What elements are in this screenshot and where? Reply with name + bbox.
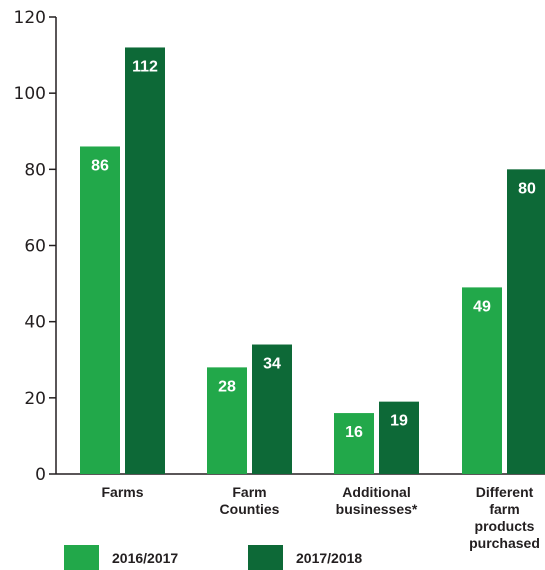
category-label: Farms <box>101 484 143 500</box>
y-tick-label: 100 <box>14 84 46 104</box>
bar-series-1 <box>207 367 247 474</box>
category-label: Different <box>476 484 534 500</box>
y-tick-label: 40 <box>24 313 46 333</box>
y-tick-label: 20 <box>24 389 46 409</box>
bar-series-1 <box>462 287 502 474</box>
category-label: products <box>475 518 535 534</box>
bar-series-2 <box>252 344 292 474</box>
bar-value-label: 49 <box>473 298 491 315</box>
category-label: farm <box>489 501 519 517</box>
y-tick-label: 60 <box>24 237 46 257</box>
bar-value-label: 86 <box>91 157 109 174</box>
category-label: purchased <box>469 535 540 551</box>
legend-label: 2017/2018 <box>296 550 362 566</box>
bar-series-2 <box>125 47 165 474</box>
category-label: Counties <box>220 501 280 517</box>
category-label: Additional <box>342 484 410 500</box>
bar-value-label: 80 <box>518 180 536 197</box>
category-label: Farm <box>232 484 266 500</box>
y-tick-label: 0 <box>35 465 46 485</box>
bar-value-label: 112 <box>132 58 158 75</box>
bar-series-1 <box>80 146 120 474</box>
legend-swatch <box>248 545 283 570</box>
bar-series-2 <box>507 169 545 475</box>
y-tick-label: 80 <box>24 160 46 180</box>
bar-value-label: 34 <box>263 356 281 373</box>
y-tick-label: 120 <box>14 8 46 28</box>
bar-value-label: 19 <box>390 413 408 430</box>
category-label: businesses* <box>336 501 418 517</box>
bar-series-2 <box>379 401 419 474</box>
bar-series-1 <box>334 413 374 474</box>
legend-label: 2016/2017 <box>112 550 178 566</box>
bar-value-label: 28 <box>218 378 236 395</box>
legend-swatch <box>64 545 99 570</box>
bar-value-label: 16 <box>345 424 363 441</box>
